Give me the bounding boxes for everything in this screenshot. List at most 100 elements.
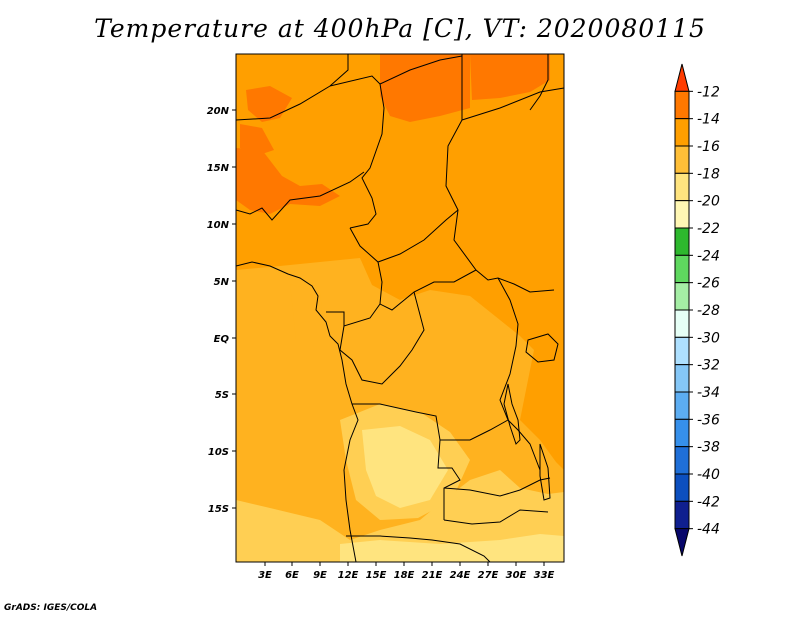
colorbar-segment <box>674 90 690 120</box>
colorbar-label: -12 <box>697 84 720 100</box>
colorbar-label: -42 <box>697 494 720 510</box>
colorbar-segment <box>674 309 690 338</box>
border-line-12 <box>497 277 541 471</box>
colorbar-label: -18 <box>697 166 720 182</box>
border-line-2 <box>329 75 385 229</box>
colorbar-label: -30 <box>697 330 720 346</box>
colorbar-segment <box>674 364 690 393</box>
svg-text:18E: 18E <box>394 570 415 581</box>
lon-tick-12e: 12E <box>338 562 359 581</box>
svg-text:5N: 5N <box>214 277 230 288</box>
svg-text:9E: 9E <box>313 570 327 581</box>
field-band-12-14-nw <box>236 148 340 214</box>
svg-text:15S: 15S <box>208 504 229 515</box>
svg-text:10N: 10N <box>207 220 230 231</box>
border-line-13 <box>440 419 509 441</box>
colorbar-label: -44 <box>697 522 720 538</box>
colorbar-arrow-top <box>674 63 690 92</box>
svg-text:6E: 6E <box>285 570 299 581</box>
colorbar-label: -32 <box>697 358 720 374</box>
svg-text:27E: 27E <box>478 570 499 581</box>
border-line-3 <box>379 55 463 85</box>
lake-tanganyika-outline <box>503 383 521 445</box>
field-band-12-14-w2 <box>240 124 274 156</box>
svg-text:30E: 30E <box>506 570 527 581</box>
lon-tick-30e: 30E <box>506 562 527 581</box>
field-band-18-20 <box>236 470 564 562</box>
border-line-1 <box>236 54 349 121</box>
lon-tick-6e: 6E <box>285 562 299 581</box>
border-line-5 <box>461 87 564 121</box>
lon-tick-3e: 3E <box>258 562 272 581</box>
lake-victoria-outline <box>525 333 559 363</box>
colorbar-segment <box>674 391 690 420</box>
colorbar-label: -34 <box>697 385 720 401</box>
colorbar-segment <box>674 282 690 311</box>
colorbar-segment <box>674 172 690 202</box>
svg-text:33E: 33E <box>534 570 555 581</box>
border-line-6 <box>236 171 365 221</box>
grads-credit: GrADS: IGES/COLA <box>4 603 98 613</box>
lat-tick-eq: EQ <box>214 334 236 345</box>
colorbar-label: -36 <box>697 412 720 428</box>
lat-tick-10n: 10N <box>207 220 236 231</box>
plot-frame <box>235 53 565 563</box>
lat-tick-10s: 10S <box>208 447 236 458</box>
colorbar-label: -24 <box>697 248 720 264</box>
svg-text:5S: 5S <box>215 390 229 401</box>
colorbar-segment <box>674 118 690 147</box>
colorbar-segment <box>674 227 690 256</box>
colorbar-label: -22 <box>697 221 720 237</box>
svg-text:20N: 20N <box>207 106 230 117</box>
border-line-7 <box>349 209 459 263</box>
colorbar-label: -40 <box>697 467 720 483</box>
colorbar-segment <box>674 500 690 530</box>
lon-tick-18e: 18E <box>394 562 415 581</box>
country-borders <box>236 54 564 562</box>
border-line-4 <box>445 54 555 293</box>
svg-text:12E: 12E <box>338 570 359 581</box>
svg-text:15N: 15N <box>207 163 230 174</box>
lake-malawi-outline <box>539 443 551 501</box>
colorbar-label: -26 <box>697 276 720 292</box>
colorbar-label: -20 <box>697 194 720 210</box>
colorbar-segment <box>674 145 690 174</box>
svg-text:10S: 10S <box>208 447 229 458</box>
colorbar-arrow-bottom <box>674 528 690 557</box>
field-band-12-14-ne <box>470 54 550 100</box>
field-band-20-22-south <box>340 534 564 562</box>
map-title: Temperature at 400hPa [C], VT: 202008011… <box>94 14 706 43</box>
coastline-west <box>236 261 359 562</box>
border-line-17 <box>529 54 549 111</box>
colorbar-segment <box>674 446 690 475</box>
colorbar-label: -38 <box>697 440 720 456</box>
border-line-11 <box>352 403 461 520</box>
svg-text:24E: 24E <box>450 570 471 581</box>
colorbar-segment <box>674 473 690 502</box>
svg-text:EQ: EQ <box>214 334 230 345</box>
field-band-20-22 <box>362 426 448 508</box>
lon-tick-9e: 9E <box>313 562 327 581</box>
svg-text:3E: 3E <box>258 570 272 581</box>
colorbar-label: -16 <box>697 139 720 155</box>
lon-tick-24e: 24E <box>450 562 471 581</box>
lat-tick-15n: 15N <box>207 163 236 174</box>
lon-tick-33e: 33E <box>534 562 555 581</box>
lat-tick-5n: 5N <box>214 277 236 288</box>
svg-text:15E: 15E <box>366 570 387 581</box>
temperature-field <box>236 54 564 562</box>
colorbar-segment <box>674 336 690 366</box>
longitude-axis: 3E 6E 9E 12E 15E 18E 21E 24E 27E 30E 33E <box>258 562 555 581</box>
latitude-axis: 20N 15N 10N 5N EQ 5S 10S 15S <box>207 106 236 515</box>
colorbar-label: -14 <box>697 112 720 128</box>
colorbar-segment <box>674 200 690 229</box>
lat-tick-5s: 5S <box>215 390 236 401</box>
colorbar-label: -28 <box>697 303 720 319</box>
field-band-16-18-west <box>290 284 324 352</box>
border-line-8 <box>377 261 477 311</box>
lat-tick-20n: 20N <box>207 106 236 117</box>
border-line-10 <box>339 291 425 385</box>
lon-tick-27e: 27E <box>478 562 499 581</box>
colorbar-segment <box>674 418 690 448</box>
